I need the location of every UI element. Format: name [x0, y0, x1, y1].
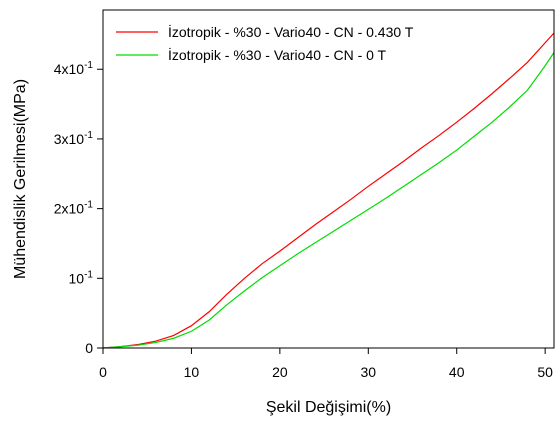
y-axis-title: Mühendislik Gerilmesi(MPa) — [12, 79, 29, 279]
x-tick-label-4: 40 — [449, 364, 465, 380]
series-line-1 — [102, 52, 555, 349]
x-tick-label-2: 20 — [272, 364, 288, 380]
x-axis-title: Şekil Değişimi(%) — [266, 399, 391, 416]
x-tick-label-3: 30 — [361, 364, 377, 380]
y-tick-label-3: 3x10-1 — [54, 130, 94, 147]
plot-frame — [102, 9, 555, 349]
series-line-0 — [102, 32, 555, 349]
y-tick-label-4: 4x10-1 — [54, 60, 94, 77]
y-tick-label-0: 0 — [85, 340, 93, 356]
x-tick-label-0: 0 — [99, 364, 107, 380]
legend-label-1: İzotropik - %30 - Vario40 - CN - 0 T — [168, 46, 387, 63]
axes: 0 10 20 30 40 50 0 10-1 2x10-1 3x10-1 4x10-1 — [54, 9, 555, 380]
plot-area — [102, 32, 555, 349]
y-tick-label-1: 10-1 — [69, 269, 94, 286]
y-tick-label-2: 2x10-1 — [54, 200, 94, 217]
x-tick-label-5: 50 — [537, 364, 553, 380]
legend: İzotropik - %30 - Vario40 - CN - 0.430 T… — [116, 23, 414, 63]
legend-label-0: İzotropik - %30 - Vario40 - CN - 0.430 T — [168, 23, 414, 40]
x-tick-label-1: 10 — [184, 364, 200, 380]
